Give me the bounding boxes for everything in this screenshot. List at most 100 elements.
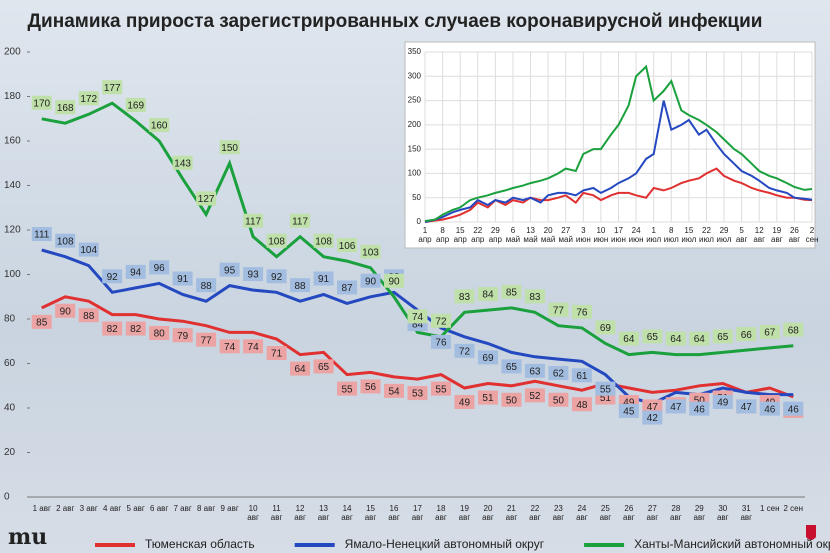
y-tick-label: 200	[4, 47, 21, 58]
value-label-box	[407, 309, 428, 324]
value-label-box	[689, 331, 710, 346]
value-label: 67	[759, 324, 780, 339]
value-label-text: 88	[83, 311, 95, 322]
x-tick-label: 26 авг	[789, 226, 801, 244]
legend-label: Тюменская область	[145, 537, 255, 551]
x-tick-label: 3 авг	[80, 504, 98, 513]
value-label: 177	[102, 80, 123, 95]
emblem	[806, 525, 816, 540]
chart-title: Динамика прироста зарегистрированных слу…	[28, 11, 763, 32]
value-label: 71	[266, 346, 287, 361]
legend-label: Ямало-Ненецкий автономный округ	[345, 537, 545, 551]
value-label-text: 52	[529, 391, 541, 402]
value-label-box	[125, 264, 146, 279]
x-tick-label: 23 авг	[553, 504, 565, 522]
value-label-box	[243, 213, 264, 228]
value-label-text: 117	[245, 216, 261, 227]
x-tick-label: 17 июн	[611, 226, 626, 244]
x-tick-label: 29 авг	[694, 504, 706, 522]
x-tick-label: 8 июл	[664, 226, 679, 244]
value-label: 65	[642, 329, 663, 344]
value-label-text: 84	[482, 290, 494, 301]
value-label-box	[477, 350, 498, 365]
value-label-box	[290, 213, 311, 228]
value-label-box	[102, 80, 123, 95]
x-tick-label: 31 авг	[740, 504, 752, 522]
value-label-box	[783, 401, 804, 416]
value-label-box	[290, 278, 311, 293]
value-label-text: 50	[694, 395, 706, 406]
x-tick-label: 27 май	[559, 226, 573, 244]
value-label-text: 90	[388, 276, 400, 287]
value-label: 80	[149, 326, 170, 340]
value-label: 66	[736, 327, 757, 342]
value-label: 87	[337, 280, 358, 295]
value-label-box	[477, 390, 498, 405]
value-label-box	[759, 324, 780, 339]
value-label-text: 103	[362, 247, 379, 258]
value-label-box	[430, 313, 451, 328]
value-label-text: 92	[271, 272, 283, 283]
value-label-box	[172, 271, 193, 286]
value-label-text: 96	[154, 263, 166, 274]
value-label-text: 91	[318, 274, 330, 285]
value-label: 104	[78, 242, 99, 257]
value-label-text: 83	[459, 292, 471, 303]
value-label: 46	[689, 401, 710, 416]
value-label-box	[78, 308, 99, 323]
value-label: 49	[454, 394, 475, 409]
value-label-box	[548, 392, 569, 407]
x-tick-label: 6 май	[506, 226, 520, 244]
value-label: 88	[196, 278, 217, 293]
value-label: 62	[548, 366, 569, 381]
x-tick-label: 29 июл	[717, 226, 732, 244]
value-label: 96	[149, 260, 170, 275]
value-label: 83	[454, 289, 475, 304]
value-label: 64	[689, 331, 710, 346]
value-label-text: 77	[201, 335, 213, 346]
value-label-box	[430, 381, 451, 396]
value-label: 55	[595, 381, 616, 396]
value-label: 72	[454, 343, 475, 358]
value-label-text: 50	[553, 395, 565, 406]
y-tick-label: 250	[408, 96, 422, 105]
value-label: 76	[571, 304, 592, 319]
value-label-text: 61	[576, 371, 588, 382]
x-tick-label: 10 июн	[593, 226, 608, 244]
value-label-text: 68	[788, 325, 800, 336]
y-tick-label: 100	[4, 269, 21, 280]
value-label-box	[196, 278, 217, 293]
value-label-text: 71	[271, 349, 283, 360]
value-label: 92	[266, 269, 287, 284]
value-label-text: 49	[623, 398, 635, 409]
value-label-box	[125, 321, 146, 336]
value-label-text: 65	[506, 362, 518, 373]
value-label: 65	[501, 359, 522, 374]
value-label-box	[642, 329, 663, 344]
x-tick-label: 22 июл	[699, 226, 714, 244]
x-tick-label: 6 авг	[150, 504, 168, 513]
x-tick-label: 9 авг	[220, 504, 238, 513]
x-tick-label: 8 апр	[436, 226, 450, 244]
value-label-text: 95	[224, 265, 236, 276]
value-label: 77	[196, 332, 217, 347]
value-label-text: 94	[130, 267, 142, 278]
x-tick-label: 19 авг	[459, 504, 471, 522]
value-label-box	[149, 326, 170, 340]
value-label: 63	[524, 363, 545, 378]
value-label: 170	[31, 95, 52, 110]
value-label: 46	[759, 401, 780, 416]
value-label-text: 168	[57, 103, 74, 114]
value-label: 51	[477, 390, 498, 405]
value-label-box	[360, 244, 381, 259]
x-tick-label: 13 авг	[318, 504, 330, 522]
x-tick-label: 15 июл	[681, 226, 696, 244]
value-label: 111	[31, 227, 52, 242]
value-label-box	[266, 269, 287, 284]
value-label-text: 143	[174, 158, 191, 169]
value-label-text: 92	[107, 272, 119, 283]
value-label: 91	[172, 271, 193, 286]
value-label-box	[149, 260, 170, 275]
value-label: 72	[430, 313, 451, 328]
x-tick-label: 4 авг	[103, 504, 121, 513]
